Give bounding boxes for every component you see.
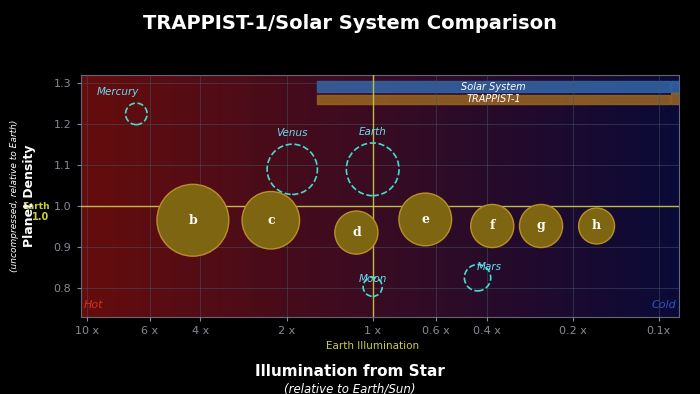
Ellipse shape <box>335 211 378 254</box>
Text: d: d <box>352 226 361 239</box>
Text: g: g <box>537 219 545 232</box>
Text: f: f <box>489 219 495 232</box>
Bar <box>317 95 670 104</box>
Text: Mars: Mars <box>477 262 502 272</box>
Text: (uncompressed, relative to Earth): (uncompressed, relative to Earth) <box>10 120 19 272</box>
Text: TRAPPIST-1: TRAPPIST-1 <box>466 94 521 104</box>
Text: Cold: Cold <box>651 300 676 310</box>
Text: Earth: Earth <box>22 202 50 211</box>
Bar <box>317 82 670 92</box>
Ellipse shape <box>470 204 514 247</box>
Text: Planet Density: Planet Density <box>23 145 36 247</box>
Bar <box>671 93 681 104</box>
Text: h: h <box>592 219 601 232</box>
Text: Mercury: Mercury <box>97 87 139 97</box>
Text: Venus: Venus <box>276 128 308 138</box>
Text: e: e <box>421 213 429 226</box>
Text: Earth Illumination: Earth Illumination <box>326 341 419 351</box>
Text: Solar System: Solar System <box>461 82 526 92</box>
Text: Moon: Moon <box>358 274 387 284</box>
Text: Illumination from Star: Illumination from Star <box>255 364 445 379</box>
Ellipse shape <box>519 204 563 247</box>
Text: Hot: Hot <box>83 300 103 310</box>
Ellipse shape <box>579 208 615 244</box>
Bar <box>671 82 681 92</box>
Text: TRAPPIST-1/Solar System Comparison: TRAPPIST-1/Solar System Comparison <box>143 14 557 33</box>
Text: 1.0: 1.0 <box>32 212 50 221</box>
Text: (relative to Earth/Sun): (relative to Earth/Sun) <box>284 382 416 394</box>
Text: c: c <box>267 214 274 227</box>
Ellipse shape <box>157 184 229 256</box>
Text: Earth: Earth <box>358 127 386 137</box>
Text: b: b <box>188 214 197 227</box>
Ellipse shape <box>242 191 300 249</box>
Ellipse shape <box>399 193 452 246</box>
